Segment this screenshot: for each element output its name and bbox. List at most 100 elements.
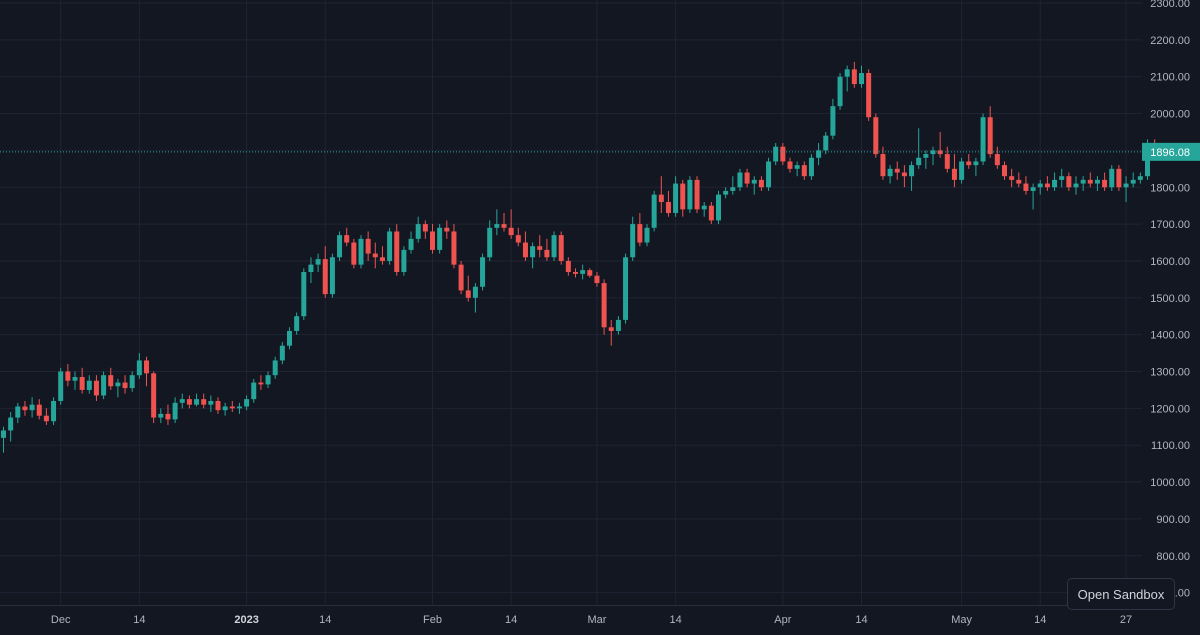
- candle: [1066, 172, 1072, 191]
- candle: [401, 246, 407, 276]
- candle-body: [236, 406, 242, 409]
- candle: [916, 128, 922, 169]
- candle: [358, 235, 364, 269]
- candle-body: [194, 399, 200, 405]
- candle-body: [1145, 146, 1150, 177]
- candle-body: [665, 201, 671, 214]
- candle-body: [658, 194, 664, 202]
- candle: [265, 371, 271, 389]
- candle: [515, 227, 521, 247]
- candle-body: [322, 259, 328, 295]
- candle-body: [1130, 179, 1136, 184]
- candle: [587, 268, 593, 278]
- candle-body: [1037, 183, 1043, 188]
- candle-body: [901, 172, 907, 177]
- open-sandbox-button[interactable]: Open Sandbox: [1067, 578, 1175, 610]
- candle: [186, 395, 192, 409]
- candle-body: [15, 406, 21, 418]
- candle-body: [823, 135, 829, 151]
- candle-body: [644, 227, 650, 243]
- candle: [451, 224, 457, 269]
- candle: [165, 404, 171, 425]
- candle: [158, 408, 164, 424]
- candle: [644, 224, 650, 247]
- candle-body: [351, 242, 357, 265]
- candle: [623, 253, 629, 324]
- candle-body: [573, 272, 578, 274]
- candle-body: [422, 224, 428, 232]
- candle: [208, 395, 214, 413]
- candle-body: [909, 165, 915, 177]
- candle: [565, 257, 571, 276]
- candle-body: [151, 373, 157, 418]
- candle: [744, 168, 750, 188]
- candle: [430, 224, 435, 254]
- y-tick-label: 1000.00: [1150, 477, 1190, 489]
- candle-body: [1137, 176, 1143, 180]
- candle-body: [65, 371, 71, 381]
- candle: [444, 220, 450, 239]
- candle: [1123, 176, 1129, 202]
- candle-body: [1116, 168, 1122, 188]
- candle: [1037, 179, 1043, 195]
- x-tick-label: 14: [505, 614, 517, 626]
- candle: [58, 367, 64, 405]
- candle: [229, 400, 235, 413]
- candle: [308, 257, 314, 284]
- candle-body: [1087, 179, 1093, 184]
- candle-body: [208, 400, 214, 405]
- y-tick-label: 2100.00: [1150, 72, 1190, 84]
- x-tick-label: May: [951, 614, 972, 626]
- candle-body: [408, 238, 414, 250]
- candle-body: [980, 117, 986, 162]
- candle: [179, 393, 185, 409]
- candle-body: [329, 257, 335, 295]
- candle-body: [301, 272, 307, 317]
- candle-body: [451, 231, 457, 265]
- candle-body: [1109, 168, 1115, 188]
- candle-body: [215, 400, 221, 411]
- candle: [1016, 172, 1022, 188]
- price-label: 1896.08: [1150, 147, 1190, 159]
- candle: [859, 65, 864, 88]
- y-tick-label: 1800.00: [1150, 182, 1190, 194]
- candle: [901, 165, 907, 188]
- candle-body: [79, 377, 85, 390]
- price-label-bg: [1142, 142, 1200, 161]
- candle: [329, 253, 335, 298]
- candle-body: [916, 157, 922, 166]
- candle: [351, 238, 357, 269]
- candle-body: [816, 150, 822, 158]
- candle-body: [186, 399, 192, 405]
- candle: [72, 371, 78, 390]
- candle: [708, 201, 714, 225]
- candle-body: [36, 404, 42, 416]
- x-tick-label: Apr: [774, 614, 791, 626]
- candle: [372, 242, 378, 269]
- candle: [944, 146, 950, 173]
- candle: [287, 327, 292, 350]
- x-tick-label: Dec: [51, 614, 71, 626]
- candle-body: [51, 400, 57, 422]
- candle-body: [630, 224, 636, 258]
- x-axis[interactable]: Dec 14 2023 14 Feb 14 Mar 14 Apr 14 May 14 27: [0, 605, 1142, 627]
- y-axis[interactable]: 2300.002200.002100.002000.001900.001800.…: [1150, 0, 1190, 600]
- candle: [751, 176, 757, 195]
- candle: [501, 213, 507, 232]
- candle-body: [372, 253, 378, 258]
- candle: [801, 161, 807, 180]
- candle-body: [115, 382, 121, 387]
- y-tick-label: 1500.00: [1150, 293, 1190, 305]
- candle-body: [508, 227, 514, 236]
- grid-lines: [0, 0, 1142, 605]
- candle-body: [430, 231, 435, 250]
- candle: [465, 275, 471, 302]
- candle: [151, 371, 157, 424]
- x-tick-label: 14: [319, 614, 331, 626]
- candle-body: [551, 235, 557, 258]
- candle: [344, 227, 350, 247]
- candle: [1030, 183, 1036, 210]
- x-tick-label: Mar: [587, 614, 606, 626]
